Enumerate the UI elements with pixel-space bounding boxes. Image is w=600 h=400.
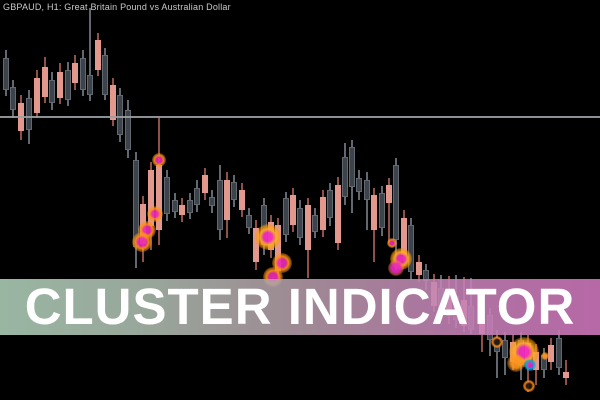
candle-body — [297, 208, 303, 238]
candle-body — [253, 228, 259, 262]
candle-body — [371, 195, 377, 230]
candle-body — [305, 205, 311, 250]
candle-body — [34, 78, 40, 113]
candle-body — [510, 342, 516, 362]
candle-body — [72, 63, 78, 83]
candle-body — [335, 185, 341, 243]
candle-body — [65, 70, 71, 100]
candle-body — [268, 222, 274, 250]
candle-body — [556, 338, 562, 368]
candle-body — [563, 372, 569, 378]
candle-body — [95, 40, 101, 70]
candle-body — [231, 182, 237, 200]
candle-body — [386, 185, 392, 203]
candle-wick — [388, 178, 390, 243]
candle-body — [209, 197, 215, 206]
candle-body — [140, 204, 146, 244]
horizontal-level-line — [0, 116, 600, 118]
candle-body — [194, 188, 200, 205]
candle-body — [202, 175, 208, 193]
candle-body — [156, 165, 162, 230]
candle-body — [217, 180, 223, 230]
symbol-title: GBPAUD, H1: Great Britain Pound vs Austr… — [3, 2, 231, 12]
candle-body — [10, 87, 16, 110]
candle-body — [408, 225, 414, 272]
candle-body — [494, 338, 500, 352]
candle-body — [312, 215, 318, 232]
candle-body — [224, 180, 230, 220]
candle-body — [275, 225, 281, 271]
candle-wick — [366, 172, 368, 230]
candle-body — [57, 72, 63, 98]
candle-body — [364, 180, 370, 200]
candle-body — [80, 58, 86, 90]
candle-body — [541, 355, 547, 370]
candle-body — [3, 58, 9, 90]
candle-body — [356, 178, 362, 192]
candle-body — [283, 198, 289, 235]
candle-body — [125, 110, 131, 150]
candle-body — [342, 157, 348, 197]
candle-body — [401, 218, 407, 255]
candle-body — [148, 170, 154, 226]
candle-body — [87, 75, 93, 95]
candle-body — [239, 190, 245, 210]
candle-body — [187, 200, 193, 213]
candle-body — [393, 165, 399, 240]
candle-body — [502, 340, 508, 358]
cluster-marker — [523, 380, 535, 392]
candle-body — [290, 195, 296, 225]
candle-body — [518, 340, 524, 365]
candle-body — [102, 55, 108, 95]
candle-body — [327, 190, 333, 218]
candle-body — [179, 205, 185, 215]
candle-body — [172, 200, 178, 212]
candle-body — [525, 343, 531, 360]
candle-body — [261, 205, 267, 245]
candle-body — [416, 262, 422, 275]
candle-body — [246, 215, 252, 228]
candle-wick — [89, 8, 91, 101]
candle-body — [164, 177, 170, 214]
candle-wick — [496, 330, 498, 378]
candle-body — [117, 95, 123, 135]
candle-body — [49, 80, 55, 103]
banner-title: CLUSTER INDICATOR — [24, 277, 576, 335]
candle-body — [379, 193, 385, 228]
candle-body — [349, 147, 355, 187]
candle-body — [42, 67, 48, 97]
candle-body — [320, 197, 326, 230]
cluster-indicator-banner: CLUSTER INDICATOR — [0, 279, 600, 335]
candle-body — [110, 85, 116, 120]
candle-body — [133, 160, 139, 247]
candle-body — [26, 98, 32, 130]
candle-body — [533, 352, 539, 370]
candle-body — [548, 345, 554, 362]
